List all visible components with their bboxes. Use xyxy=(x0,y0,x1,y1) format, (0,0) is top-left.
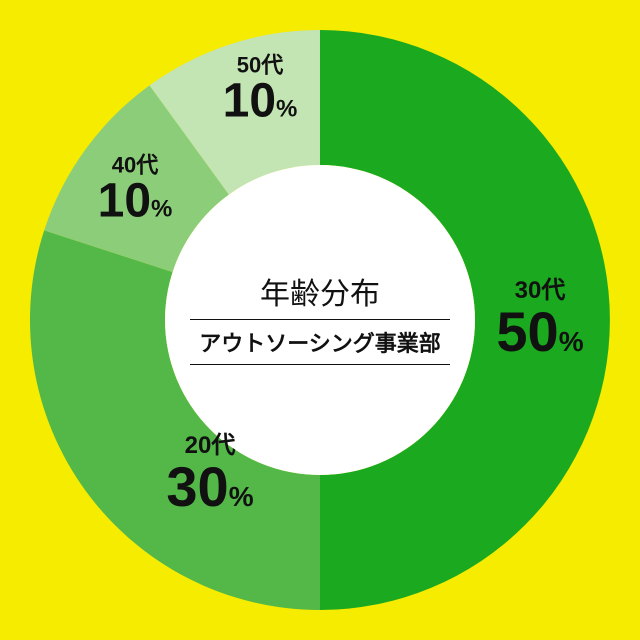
slice-category: 40代 xyxy=(98,153,173,176)
slice-category: 50代 xyxy=(223,53,298,76)
donut-chart: 年齢分布 アウトソーシング事業部 30代50%20代30%40代10%50代10… xyxy=(0,0,640,640)
center-divider-bottom xyxy=(190,364,450,365)
slice-label: 20代30% xyxy=(166,433,253,517)
slice-percent: 10% xyxy=(223,76,298,126)
slice-percent: 30% xyxy=(166,458,253,517)
slice-percent: 10% xyxy=(98,176,173,226)
center-title: 年齢分布 xyxy=(260,278,380,311)
center-label-box: 年齢分布 アウトソーシング事業部 xyxy=(190,269,450,371)
slice-label: 30代50% xyxy=(496,278,583,362)
center-divider xyxy=(190,319,450,320)
slice-percent: 50% xyxy=(496,303,583,362)
slice-label: 50代10% xyxy=(223,53,298,126)
center-subtitle: アウトソーシング事業部 xyxy=(199,331,441,356)
slice-label: 40代10% xyxy=(98,153,173,226)
